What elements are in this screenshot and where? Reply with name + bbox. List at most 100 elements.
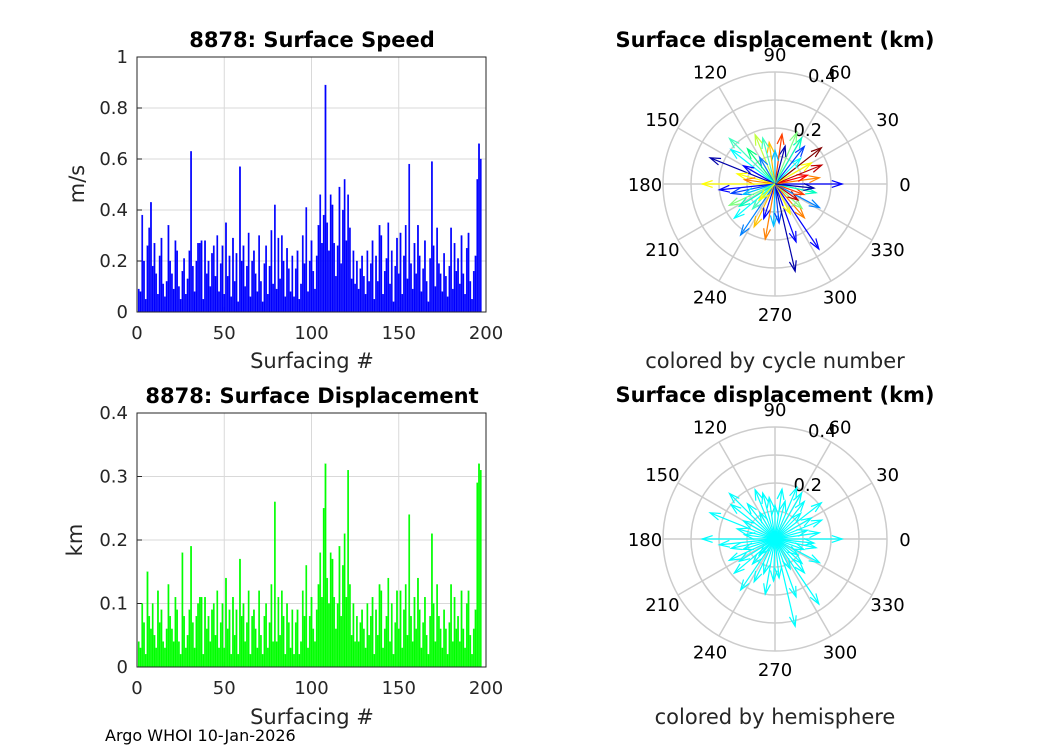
bar (464, 647, 466, 668)
bar (438, 616, 440, 668)
arrow-head (810, 519, 824, 528)
bar (197, 242, 199, 313)
speed-y-axis-label: m/s (65, 165, 89, 203)
arrow-head (770, 503, 780, 517)
bar (223, 647, 226, 668)
y-tick-label: 1 (117, 47, 128, 68)
bar (141, 603, 144, 668)
y-tick-label: 0.1 (99, 594, 128, 615)
bar (324, 84, 327, 313)
displacement-arrow (742, 538, 776, 550)
arrow-head (758, 155, 769, 169)
bar (417, 577, 419, 668)
displacement-arrow (764, 538, 776, 595)
bar (258, 590, 260, 668)
displacement-arrow (774, 538, 796, 627)
arrow-head (763, 583, 772, 597)
bar (139, 291, 142, 313)
arrow-head (770, 148, 780, 162)
bar (256, 647, 259, 668)
bar (356, 260, 358, 313)
bar (321, 242, 323, 313)
displacement-arrow (740, 183, 776, 236)
bar (157, 590, 159, 668)
bar (144, 299, 147, 313)
angle-label: 180 (628, 175, 662, 196)
bar (298, 654, 301, 668)
arrow-head (808, 199, 822, 209)
arrow-head (808, 175, 822, 184)
displacement-arrow (730, 504, 776, 540)
displacement-arrow (774, 183, 805, 219)
bar (436, 584, 438, 668)
bar (457, 258, 459, 313)
bar (301, 590, 304, 668)
displacement-arrow (743, 165, 776, 185)
displacement-arrow (774, 162, 812, 185)
bar (385, 616, 388, 668)
arrow-head (774, 212, 783, 225)
bar (200, 240, 203, 313)
arrow-head (800, 162, 814, 172)
bar (137, 288, 140, 313)
displacement-arrow (774, 519, 822, 540)
bar (333, 597, 336, 668)
bar (322, 508, 325, 668)
bar (218, 291, 220, 313)
bar (301, 235, 304, 313)
bar (167, 584, 170, 668)
angle-label: 150 (645, 110, 679, 131)
bar (443, 609, 445, 668)
displacement-arrow (774, 532, 820, 540)
bar (469, 635, 472, 668)
speed-chart-title: 8878: Surface Speed (189, 28, 435, 52)
bar (403, 255, 405, 313)
compass-hemisphere-caption: colored by hemisphere (655, 705, 896, 729)
bar (359, 622, 362, 668)
bar (338, 186, 341, 313)
bar (322, 214, 325, 313)
x-tick-label: 150 (382, 323, 416, 344)
bar (441, 291, 444, 313)
bar (267, 293, 269, 313)
bar (472, 628, 475, 668)
bar (429, 616, 432, 668)
bar (401, 647, 404, 668)
bar (432, 603, 435, 668)
arrow-head (729, 542, 743, 551)
angle-label: 150 (645, 465, 679, 486)
displacement-arrow (774, 538, 805, 574)
bar (293, 296, 295, 313)
bar (390, 250, 393, 313)
bar (453, 242, 456, 313)
bar (462, 273, 465, 313)
bar (253, 250, 255, 313)
arrow-head (803, 538, 816, 547)
radial-label: 0.4 (808, 66, 837, 87)
bar (296, 250, 299, 313)
footer-credit: Argo WHOI 10-Jan-2026 (105, 726, 296, 745)
arrow-head (792, 187, 806, 196)
bar (375, 609, 377, 668)
arrow-head (810, 146, 823, 158)
bar (479, 158, 482, 313)
bar (268, 622, 271, 668)
bar (427, 654, 430, 668)
bar (272, 641, 274, 668)
bar (312, 628, 315, 668)
bar (314, 641, 316, 668)
bar (214, 276, 217, 313)
bar (261, 301, 264, 313)
bar (478, 463, 480, 668)
bar (251, 616, 254, 668)
displacement-arrow (774, 538, 797, 598)
bar (467, 232, 470, 313)
bar (305, 565, 308, 668)
displacement-arrow (764, 183, 776, 240)
displacement-arrow (774, 538, 791, 570)
bar (335, 628, 337, 668)
compass-plot-cycle: Surface displacement (km) 0 30 60 90 120 150 1… (615, 28, 934, 373)
displacement-arrow (774, 183, 805, 196)
arrow-head (774, 567, 783, 580)
bar (335, 276, 337, 313)
